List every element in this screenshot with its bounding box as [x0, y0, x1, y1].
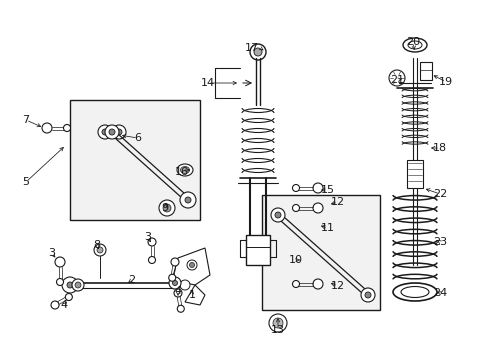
Circle shape: [181, 193, 195, 207]
Circle shape: [98, 125, 112, 139]
Bar: [262, 195, 379, 310]
Circle shape: [55, 257, 65, 267]
Text: 21: 21: [389, 75, 403, 85]
Circle shape: [172, 280, 177, 285]
Circle shape: [360, 288, 374, 302]
Circle shape: [272, 318, 283, 328]
Text: 12: 12: [330, 281, 345, 291]
Bar: [406, 160, 422, 188]
Circle shape: [189, 262, 194, 267]
Circle shape: [51, 301, 59, 309]
Text: 19: 19: [438, 77, 452, 87]
Circle shape: [184, 197, 191, 203]
Circle shape: [148, 238, 156, 246]
Ellipse shape: [392, 283, 436, 301]
Text: 22: 22: [432, 189, 446, 199]
Circle shape: [364, 292, 370, 298]
Ellipse shape: [177, 164, 193, 176]
Circle shape: [42, 123, 52, 133]
Text: 16: 16: [175, 167, 189, 177]
Circle shape: [72, 279, 84, 291]
Text: 3: 3: [144, 232, 151, 242]
Text: 20: 20: [405, 37, 419, 47]
Circle shape: [65, 293, 72, 301]
Circle shape: [312, 279, 323, 289]
Text: 12: 12: [330, 197, 345, 207]
Circle shape: [292, 204, 299, 211]
Circle shape: [75, 282, 81, 288]
Circle shape: [169, 277, 181, 289]
Circle shape: [184, 197, 191, 203]
Circle shape: [312, 203, 323, 213]
Text: 6: 6: [134, 133, 141, 143]
Text: 18: 18: [432, 143, 446, 153]
Circle shape: [171, 258, 179, 266]
Bar: [419, 62, 431, 80]
Text: 4: 4: [61, 300, 67, 310]
Text: 24: 24: [432, 288, 446, 298]
Polygon shape: [184, 285, 204, 305]
Bar: [70, 100, 200, 220]
Circle shape: [163, 204, 171, 212]
Circle shape: [312, 183, 323, 193]
Circle shape: [274, 212, 281, 218]
Text: 23: 23: [432, 237, 446, 247]
Circle shape: [268, 314, 286, 332]
Text: 2: 2: [128, 275, 135, 285]
Circle shape: [63, 125, 70, 131]
Circle shape: [97, 247, 103, 253]
Ellipse shape: [180, 166, 189, 174]
Circle shape: [105, 125, 119, 139]
Text: 11: 11: [320, 223, 334, 233]
Text: 1: 1: [188, 290, 195, 300]
Circle shape: [94, 244, 106, 256]
Ellipse shape: [407, 41, 421, 49]
Circle shape: [159, 200, 175, 216]
Circle shape: [62, 277, 78, 293]
Circle shape: [116, 129, 122, 135]
Circle shape: [177, 305, 184, 312]
Text: 10: 10: [288, 255, 303, 265]
Circle shape: [57, 279, 63, 285]
Circle shape: [292, 280, 299, 288]
Text: 3: 3: [48, 248, 55, 258]
Text: 5: 5: [22, 177, 29, 187]
Polygon shape: [172, 248, 209, 285]
Circle shape: [270, 208, 285, 222]
Bar: [245, 235, 269, 265]
Circle shape: [292, 184, 299, 192]
Text: 9: 9: [161, 203, 168, 213]
Text: 17: 17: [244, 43, 259, 53]
Circle shape: [168, 274, 175, 281]
Text: 13: 13: [270, 325, 285, 335]
Circle shape: [253, 48, 262, 56]
Circle shape: [180, 280, 190, 290]
Circle shape: [174, 289, 182, 297]
Text: 7: 7: [22, 115, 29, 125]
Text: 14: 14: [201, 78, 215, 88]
Circle shape: [102, 129, 108, 135]
Circle shape: [388, 70, 404, 86]
Circle shape: [180, 192, 196, 208]
Circle shape: [148, 256, 155, 264]
Circle shape: [112, 125, 126, 139]
Circle shape: [186, 260, 197, 270]
Text: 15: 15: [320, 185, 334, 195]
Circle shape: [67, 282, 73, 288]
Circle shape: [249, 44, 265, 60]
Text: 8: 8: [93, 240, 101, 250]
Circle shape: [109, 129, 115, 135]
Ellipse shape: [402, 38, 426, 52]
Text: 4: 4: [174, 286, 181, 296]
Ellipse shape: [400, 287, 428, 297]
